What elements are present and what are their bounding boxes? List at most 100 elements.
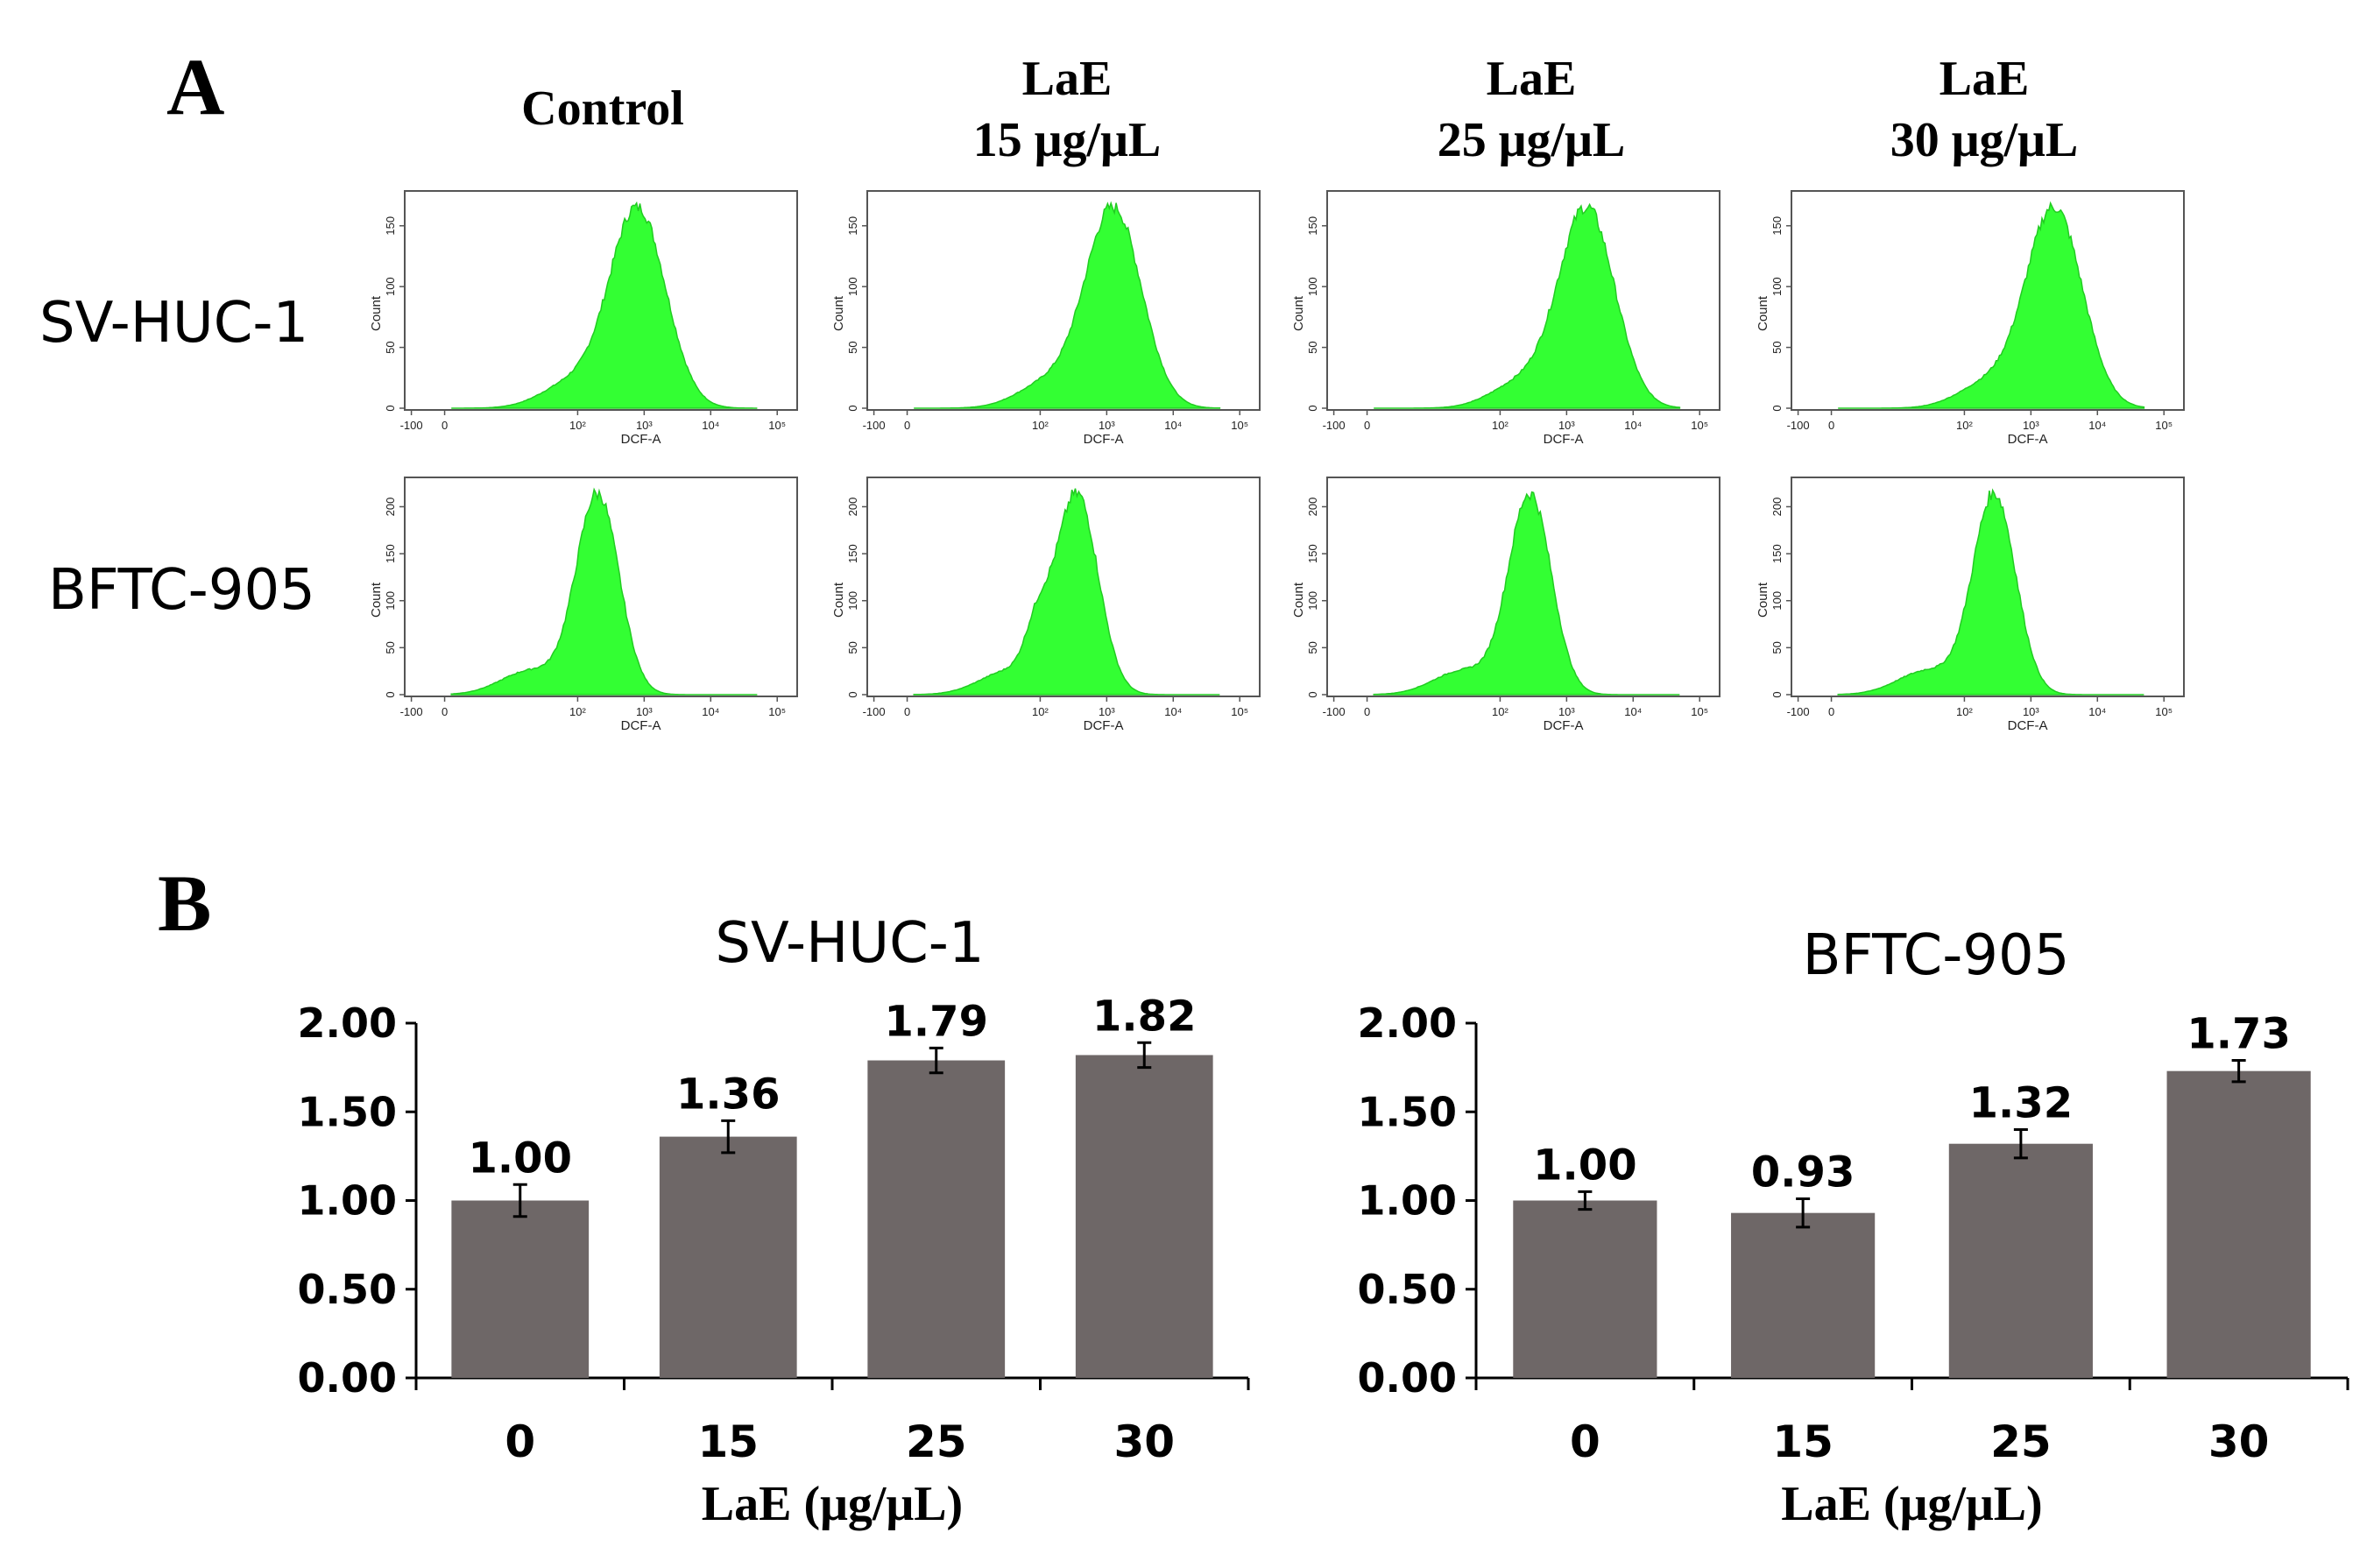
panel-b-label: B	[158, 858, 211, 948]
column-header-control: Control	[521, 81, 684, 136]
bar-25	[1948, 1143, 2093, 1378]
x-tick-label: 30	[2208, 1416, 2270, 1467]
histogram-x-tick-label: 10²	[1032, 705, 1049, 718]
histogram-y-tick-label: 150	[1306, 544, 1319, 563]
histogram-y-tick-label: 150	[846, 544, 859, 563]
histogram-y-tick-label: 150	[1770, 544, 1784, 563]
histogram-x-tick-label: 0	[1828, 419, 1834, 432]
histogram-fill	[451, 201, 758, 409]
histogram-y-tick-label: 150	[1306, 216, 1319, 236]
histogram-x-tick-label: 10³	[1558, 705, 1575, 718]
histogram-y-axis-label: Count	[1756, 295, 1770, 331]
histogram-x-tick-label: 10⁴	[2088, 705, 2106, 718]
histogram-1-3: -100 0 10² 10³ 10⁴ 10⁵ DCF-A 0 50 100 150 200 Count	[1756, 477, 2185, 733]
histogram-x-tick-label: 0	[904, 705, 910, 718]
histogram-x-tick-label: 0	[442, 419, 448, 432]
histogram-y-tick-label: 150	[1770, 216, 1784, 236]
bar-0	[1513, 1200, 1657, 1378]
histogram-y-tick-label: 50	[846, 641, 859, 653]
histogram-y-tick-label: 50	[846, 341, 859, 353]
histogram-y-tick-label: 150	[384, 544, 397, 563]
histogram-y-tick-label: 0	[846, 691, 859, 697]
bar-30	[1075, 1055, 1213, 1378]
histogram-x-tick-label: 10³	[636, 419, 653, 432]
y-tick-label: 1.50	[298, 1088, 398, 1135]
histogram-y-axis-label: Count	[1291, 582, 1306, 618]
histogram-y-tick-label: 0	[384, 405, 397, 411]
histogram-fill	[913, 488, 1220, 696]
histogram-x-axis-label: DCF-A	[2008, 718, 2048, 733]
histogram-y-tick-label: 200	[846, 498, 859, 517]
histogram-y-axis-label: Count	[1756, 582, 1770, 618]
histogram-x-tick-label: 10²	[1032, 419, 1049, 432]
data-label: 1.00	[469, 1134, 572, 1183]
histogram-x-tick-label: 10⁵	[1231, 705, 1248, 718]
histogram-x-tick-label: -100	[400, 419, 423, 432]
column-header-30-line2: 30 μg/μL	[1890, 113, 2078, 167]
histogram-0-2: -100 0 10² 10³ 10⁴ 10⁵ DCF-A 0 50 100 150 Count	[1291, 190, 1720, 447]
bar-chart-2-title: BFTC-905	[1803, 923, 2070, 988]
histogram-x-tick-label: 10⁵	[1231, 419, 1248, 432]
histogram-y-tick-label: 50	[384, 641, 397, 653]
histogram-x-tick-label: 10³	[1099, 419, 1115, 432]
y-tick-label: 0.00	[1358, 1354, 1458, 1402]
histogram-grid: -100 0 10² 10³ 10⁴ 10⁵ DCF-A 0 50 100 150 Count -100…	[369, 190, 2185, 733]
histogram-x-axis-label: DCF-A	[2008, 432, 2048, 447]
histogram-x-axis-label: DCF-A	[1544, 718, 1584, 733]
row-header-bftc-905: BFTC-905	[48, 558, 315, 623]
histogram-y-tick-label: 200	[1306, 498, 1319, 517]
histogram-x-tick-label: 10²	[1492, 705, 1508, 718]
histogram-x-axis-label: DCF-A	[1084, 718, 1124, 733]
histogram-y-tick-label: 100	[1306, 591, 1319, 611]
histogram-x-tick-label: 10²	[569, 705, 586, 718]
histogram-x-axis-label: DCF-A	[621, 432, 661, 447]
histogram-0-0: -100 0 10² 10³ 10⁴ 10⁵ DCF-A 0 50 100 150 Count	[369, 190, 798, 447]
column-header-25-line1: LaE	[1487, 52, 1577, 106]
y-tick-label: 2.00	[298, 999, 398, 1047]
bar-chart-bftc-905: 0.00 0.50 1.00 1.50 2.00 1.00 0 0.93 15 1.32 25 1.7…	[1358, 999, 2349, 1531]
row-header-sv-huc-1: SV-HUC-1	[39, 291, 308, 356]
histogram-x-tick-label: 10⁴	[2088, 419, 2106, 432]
column-header-25-line2: 25 μg/μL	[1438, 113, 1625, 167]
histogram-y-tick-label: 50	[1770, 341, 1784, 353]
histogram-x-tick-label: 10²	[1492, 419, 1508, 432]
histogram-x-tick-label: -100	[863, 419, 886, 432]
histogram-x-tick-label: 10³	[1558, 419, 1575, 432]
x-tick-label: 25	[1990, 1416, 2052, 1467]
y-tick-label: 1.00	[298, 1177, 398, 1225]
histogram-fill	[1837, 488, 2144, 696]
histogram-x-tick-label: 0	[1828, 705, 1834, 718]
histogram-x-tick-label: 10⁴	[1164, 705, 1182, 718]
histogram-y-axis-label: Count	[831, 582, 846, 618]
histogram-x-tick-label: 0	[1364, 419, 1370, 432]
histogram-y-tick-label: 200	[1770, 498, 1784, 517]
histogram-fill	[450, 487, 758, 696]
histogram-y-tick-label: 0	[846, 405, 859, 411]
column-header-15-line2: 15 μg/μL	[973, 113, 1161, 167]
x-tick-label: 30	[1113, 1416, 1175, 1467]
histogram-y-axis-label: Count	[1291, 295, 1306, 331]
histogram-x-tick-label: 10⁵	[1691, 419, 1708, 432]
y-tick-label: 2.00	[1358, 999, 1458, 1047]
column-header-15-line1: LaE	[1022, 52, 1113, 106]
x-tick-label: 15	[697, 1416, 759, 1467]
histogram-x-axis-label: DCF-A	[1084, 432, 1124, 447]
histogram-x-tick-label: 10³	[1099, 705, 1115, 718]
x-axis-title: LaE (μg/μL)	[1781, 1477, 2042, 1531]
histogram-1-1: -100 0 10² 10³ 10⁴ 10⁵ DCF-A 0 50 100 150 200 Count	[831, 477, 1261, 733]
data-label: 1.32	[1969, 1079, 2073, 1128]
histogram-y-tick-label: 100	[384, 591, 397, 611]
histogram-x-tick-label: 10⁴	[1624, 705, 1642, 718]
bar-15	[1731, 1212, 1876, 1378]
histogram-y-tick-label: 100	[1306, 277, 1319, 296]
histogram-y-tick-label: 0	[1306, 405, 1319, 411]
data-label: 1.73	[2187, 1010, 2290, 1059]
x-tick-label: 15	[1772, 1416, 1833, 1467]
histogram-x-tick-label: 10⁵	[2155, 419, 2173, 432]
histogram-y-axis-label: Count	[831, 295, 846, 331]
histogram-y-axis-label: Count	[369, 295, 384, 331]
histogram-x-tick-label: 10⁴	[702, 419, 719, 432]
histogram-x-tick-label: 10⁵	[768, 419, 786, 432]
histogram-x-tick-label: 10²	[1956, 705, 1973, 718]
